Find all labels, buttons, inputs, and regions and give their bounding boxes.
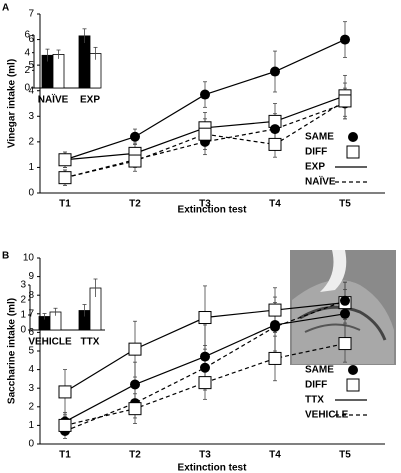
point — [270, 124, 280, 135]
point — [198, 311, 212, 325]
point — [200, 351, 210, 362]
y-tick-label: 2 — [28, 136, 34, 147]
legend-label: VEHICLE — [305, 410, 349, 421]
point — [58, 153, 72, 167]
image-ventricle — [320, 250, 347, 292]
point — [58, 385, 72, 399]
y-tick-label: 5 — [28, 346, 34, 357]
y-tick-label: 7 — [28, 308, 34, 319]
legend-label: TTX — [305, 395, 324, 406]
x-tick-label: T5 — [339, 199, 351, 210]
y-tick-label: 4 — [28, 85, 34, 96]
y-tick-label: 2 — [28, 401, 34, 412]
bar — [78, 35, 91, 89]
legend-label: SAME — [305, 365, 334, 376]
series-line — [64, 100, 346, 179]
x-tick-label: T3 — [199, 450, 211, 461]
y-tick-label: 7 — [28, 9, 34, 20]
legend-label: SAME — [305, 132, 334, 143]
point — [338, 94, 352, 108]
y-tick-label: 1 — [28, 162, 34, 173]
x-tick-label: NAÏVE — [38, 93, 69, 106]
point — [200, 362, 210, 373]
point — [200, 89, 210, 100]
legend-marker — [348, 132, 358, 142]
bar — [52, 54, 65, 89]
y-tick-label: 9 — [28, 271, 34, 282]
y-tick-label: 3 — [20, 280, 26, 291]
point — [128, 154, 142, 168]
x-tick-label: T2 — [129, 450, 141, 461]
x-tick-label: T4 — [269, 450, 281, 461]
x-tick-label: T3 — [199, 199, 211, 210]
y-axis-label: Vinegar intake (ml) — [7, 59, 18, 148]
point — [340, 34, 350, 45]
image-structure — [299, 305, 387, 341]
y-tick-label: 0 — [24, 83, 30, 94]
point — [268, 303, 282, 317]
x-tick-label: TTX — [81, 337, 100, 348]
y-tick-label: 1 — [28, 420, 34, 431]
y-tick-label: 3 — [28, 111, 34, 122]
image-tissue — [292, 280, 394, 364]
y-tick-label: 8 — [28, 290, 34, 301]
y-tick-label: 2 — [24, 65, 30, 76]
y-tick-label: 6 — [28, 327, 34, 338]
point — [270, 66, 280, 77]
legend-label: DIFF — [305, 380, 327, 391]
y-tick-label: 6 — [24, 30, 30, 41]
point — [338, 337, 352, 351]
x-tick-label: T1 — [59, 199, 71, 210]
y-tick-label: 5 — [28, 60, 34, 71]
panel-label: A — [2, 3, 9, 14]
legend-label: NAÏVE — [305, 175, 336, 188]
point — [128, 342, 142, 356]
y-tick-label: 2 — [20, 295, 26, 306]
point — [198, 127, 212, 141]
legend-marker — [346, 145, 360, 159]
point — [270, 321, 280, 332]
y-tick-label: 10 — [23, 253, 35, 264]
x-tick-label: T1 — [59, 450, 71, 461]
point — [340, 295, 350, 306]
x-tick-label: VEHICLE — [28, 337, 72, 348]
y-tick-label: 0 — [20, 325, 26, 336]
point — [198, 376, 212, 390]
x-tick-label: T4 — [269, 199, 281, 210]
legend-marker — [348, 365, 358, 375]
image-structure — [304, 323, 361, 333]
point — [130, 131, 140, 142]
y-axis-label: Saccharine intake (ml) — [7, 298, 18, 404]
series-line — [64, 102, 346, 179]
x-axis-label: Extinction test — [178, 463, 248, 473]
x-tick-label: T5 — [339, 450, 351, 461]
y-tick-label: 4 — [24, 47, 30, 58]
point — [268, 351, 282, 365]
y-tick-label: 3 — [28, 383, 34, 394]
y-tick-label: 0 — [28, 188, 34, 199]
x-tick-label: EXP — [80, 95, 100, 106]
y-tick-label: 1 — [20, 310, 26, 321]
point — [268, 137, 282, 151]
point — [58, 171, 72, 185]
x-tick-label: T2 — [129, 199, 141, 210]
y-tick-label: 6 — [28, 34, 34, 45]
legend-label: EXP — [305, 162, 325, 173]
panel-label: B — [2, 251, 9, 262]
legend-marker — [346, 378, 360, 392]
series-line — [64, 300, 346, 432]
brain-image — [290, 250, 396, 365]
point — [58, 418, 72, 432]
point — [130, 379, 140, 390]
legend-label: DIFF — [305, 147, 327, 158]
point — [128, 402, 142, 416]
y-tick-label: 4 — [28, 364, 34, 375]
y-tick-label: 0 — [28, 439, 34, 450]
point — [340, 308, 350, 319]
x-axis-label: Extinction test — [178, 205, 248, 216]
